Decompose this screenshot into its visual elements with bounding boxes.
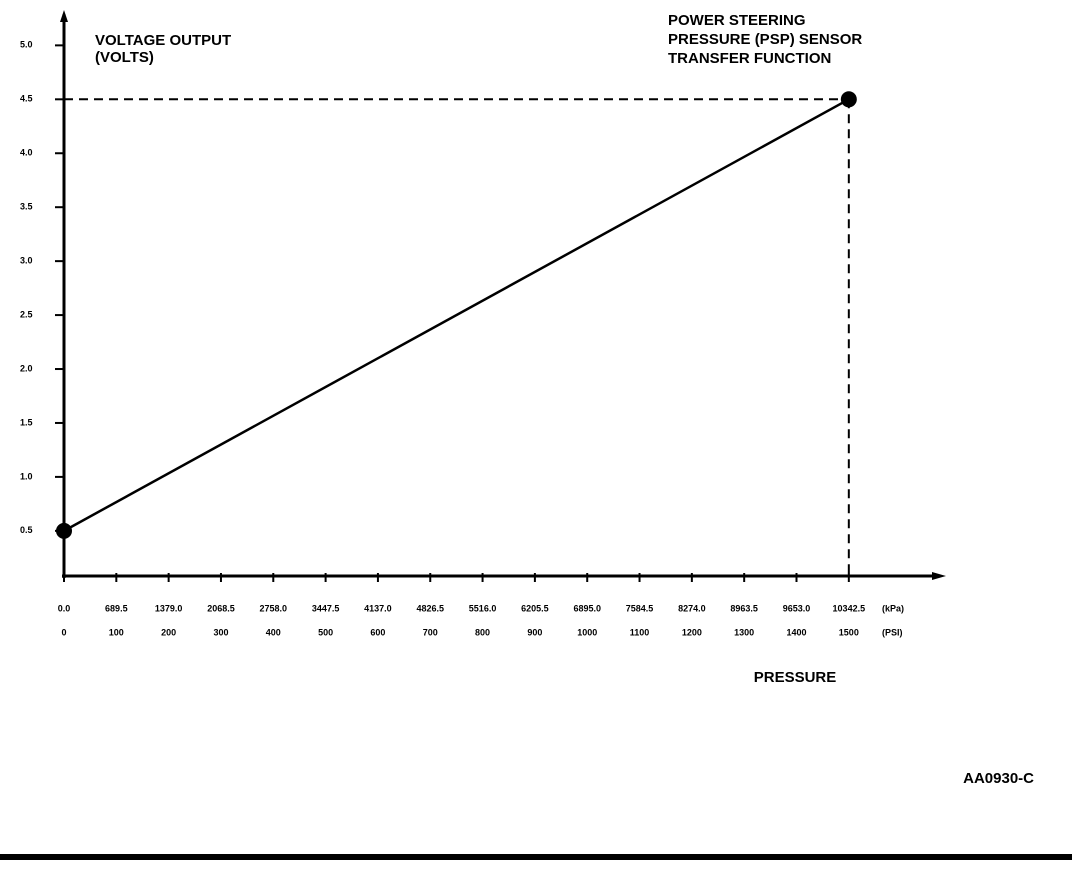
x2-tick-label: 3447.5 xyxy=(312,603,340,613)
x-tick-label: 1300 xyxy=(734,627,754,637)
x-tick-label: 700 xyxy=(423,627,438,637)
y-tick-label: 1.5 xyxy=(20,417,33,427)
y-tick-label: 0.5 xyxy=(20,525,33,535)
figure-id: AA0930-C xyxy=(963,770,1034,787)
y-tick-label: 1.0 xyxy=(20,471,33,481)
x-tick-label: 500 xyxy=(318,627,333,637)
x-tick-label: 800 xyxy=(475,627,490,637)
x2-tick-label: 2758.0 xyxy=(260,603,288,613)
x2-unit: (kPa) xyxy=(882,603,904,613)
chart-title: TRANSFER FUNCTION xyxy=(668,50,831,67)
y-axis-arrow xyxy=(60,10,68,22)
x-tick-label: 100 xyxy=(109,627,124,637)
x2-tick-label: 4826.5 xyxy=(416,603,444,613)
y-tick-label: 4.0 xyxy=(20,148,33,158)
x2-tick-label: 9653.0 xyxy=(783,603,811,613)
x2-tick-label: 0.0 xyxy=(58,603,71,613)
x2-tick-label: 7584.5 xyxy=(626,603,654,613)
chart-title: PRESSURE (PSP) SENSOR xyxy=(668,31,862,48)
x2-tick-label: 689.5 xyxy=(105,603,128,613)
y-tick-label: 5.0 xyxy=(20,40,33,50)
x2-tick-label: 10342.5 xyxy=(833,603,866,613)
x-tick-label: 0 xyxy=(61,627,66,637)
y-tick-label: 2.0 xyxy=(20,363,33,373)
x2-tick-label: 1379.0 xyxy=(155,603,183,613)
y-tick-label: 2.5 xyxy=(20,309,33,319)
y-tick-label: 4.5 xyxy=(20,94,33,104)
chart-title: POWER STEERING xyxy=(668,12,806,29)
x-tick-label: 1000 xyxy=(577,627,597,637)
x-tick-label: 600 xyxy=(370,627,385,637)
x2-tick-label: 2068.5 xyxy=(207,603,235,613)
y-axis-title: (VOLTS) xyxy=(95,49,154,66)
series-line xyxy=(63,98,850,532)
x2-tick-label: 6205.5 xyxy=(521,603,549,613)
x-tick-label: 900 xyxy=(527,627,542,637)
data-point xyxy=(840,91,857,108)
y-tick-label: 3.5 xyxy=(20,202,33,212)
x-axis-title: PRESSURE xyxy=(754,669,837,686)
x2-tick-label: 5516.0 xyxy=(469,603,497,613)
x2-tick-label: 6895.0 xyxy=(573,603,601,613)
x-tick-label: 400 xyxy=(266,627,281,637)
y-axis-title: VOLTAGE OUTPUT xyxy=(95,32,231,49)
x-tick-label: 1500 xyxy=(839,627,859,637)
bottom-rule xyxy=(0,854,1072,860)
x-axis-arrow xyxy=(932,572,946,580)
x-tick-label: 300 xyxy=(213,627,228,637)
x2-tick-label: 8963.5 xyxy=(730,603,758,613)
y-tick-label: 3.0 xyxy=(20,256,33,266)
x-tick-label: 1400 xyxy=(786,627,806,637)
x-tick-label: 1200 xyxy=(682,627,702,637)
x2-tick-label: 4137.0 xyxy=(364,603,392,613)
x-unit: (PSI) xyxy=(882,627,903,637)
data-point xyxy=(56,522,72,539)
x-tick-label: 1100 xyxy=(630,627,650,637)
x2-tick-label: 8274.0 xyxy=(678,603,706,613)
x-tick-label: 200 xyxy=(161,627,176,637)
